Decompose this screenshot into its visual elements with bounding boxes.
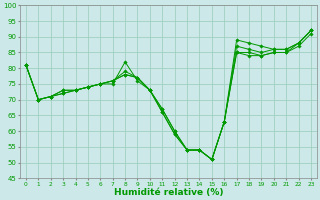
X-axis label: Humidité relative (%): Humidité relative (%) bbox=[114, 188, 223, 197]
